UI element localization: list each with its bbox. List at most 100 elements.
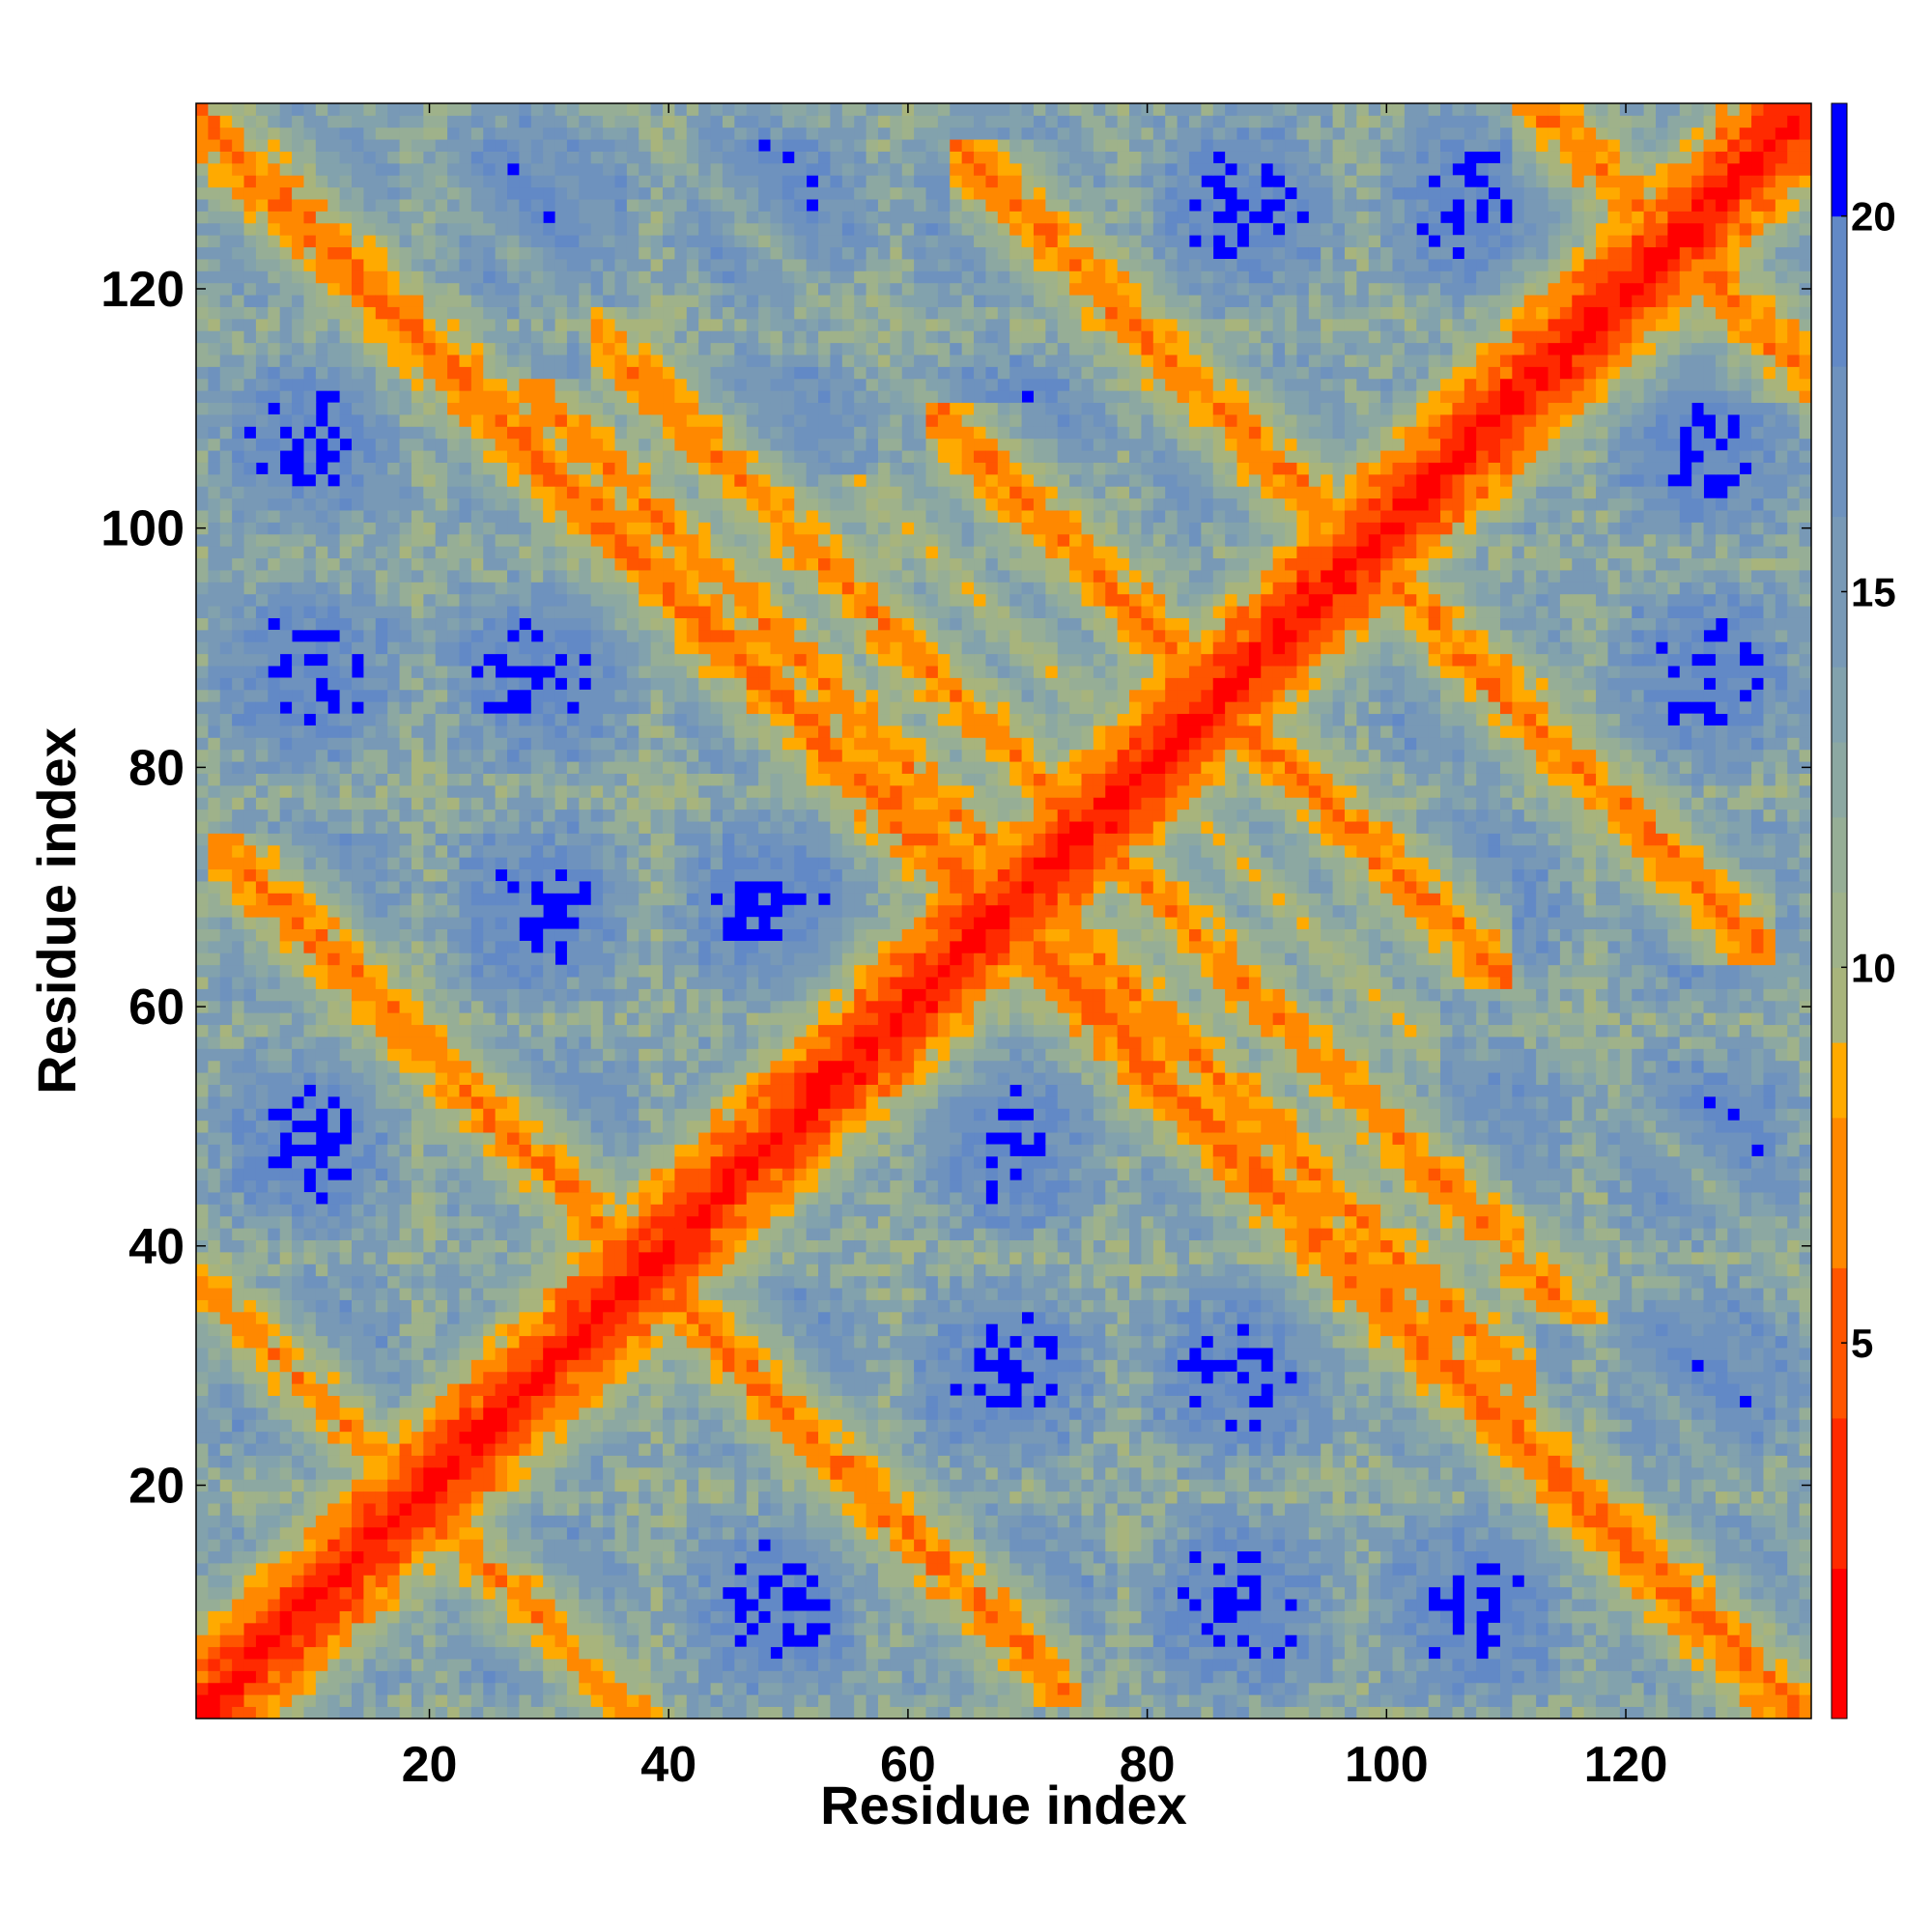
heatmap-cell: [243, 1562, 257, 1576]
heatmap-cell: [566, 186, 580, 200]
heatmap-cell: [554, 1634, 568, 1648]
heatmap-cell: [255, 784, 269, 798]
heatmap-cell: [459, 378, 472, 391]
heatmap-cell: [219, 342, 233, 355]
heatmap-cell: [255, 821, 269, 834]
heatmap-cell: [554, 1251, 568, 1264]
heatmap-cell: [495, 1443, 508, 1456]
heatmap-cell: [519, 1215, 532, 1229]
heatmap-cell: [387, 725, 400, 738]
heatmap-cell: [626, 606, 639, 618]
heatmap-cell: [519, 1155, 532, 1169]
heatmap-cell: [530, 438, 544, 451]
heatmap-cell: [579, 797, 592, 810]
heatmap-cell: [459, 593, 472, 607]
heatmap-cell: [603, 1084, 615, 1097]
heatmap-cell: [566, 737, 580, 751]
heatmap-cell: [590, 1335, 604, 1349]
heatmap-cell: [626, 1550, 639, 1564]
heatmap-cell: [626, 103, 639, 116]
heatmap-cell: [566, 1586, 580, 1600]
heatmap-cell: [423, 366, 437, 380]
heatmap-cell: [339, 510, 353, 523]
heatmap-cell: [303, 557, 317, 571]
heatmap-cell: [387, 1419, 400, 1433]
heatmap-cell: [519, 1144, 532, 1157]
heatmap-cell: [303, 438, 317, 451]
heatmap-cell: [507, 1335, 520, 1349]
heatmap-cell: [626, 1251, 639, 1264]
heatmap-cell: [530, 186, 544, 200]
heatmap-cell: [243, 582, 257, 595]
heatmap-cell: [363, 462, 377, 475]
heatmap-cell: [543, 282, 555, 296]
heatmap-cell: [579, 1288, 592, 1300]
heatmap-cell: [292, 1622, 304, 1635]
heatmap-cell: [423, 1575, 437, 1588]
heatmap-cell: [483, 641, 497, 655]
heatmap-cell: [303, 1562, 317, 1576]
heatmap-cell: [375, 784, 388, 798]
heatmap-cell: [315, 211, 328, 224]
heatmap-cell: [208, 1610, 221, 1624]
heatmap-cell: [232, 809, 244, 822]
heatmap-cell: [530, 1359, 544, 1373]
heatmap-cell: [255, 1562, 269, 1576]
heatmap-cell: [232, 378, 244, 391]
heatmap-cell: [352, 1168, 364, 1181]
heatmap-cell: [255, 1659, 269, 1671]
heatmap-cell: [303, 570, 317, 582]
heatmap-cell: [495, 582, 508, 595]
heatmap-cell: [614, 127, 628, 140]
heatmap-cell: [423, 881, 437, 894]
heatmap-cell: [243, 653, 257, 667]
heatmap-cell: [387, 103, 400, 116]
heatmap-cell: [507, 977, 520, 989]
heatmap-cell: [470, 1659, 484, 1671]
heatmap-cell: [411, 1706, 424, 1719]
heatmap-cell: [435, 1072, 448, 1085]
heatmap-cell: [208, 1515, 221, 1528]
heatmap-cell: [339, 1599, 353, 1611]
heatmap-cell: [387, 1562, 400, 1576]
heatmap-cell: [459, 821, 472, 834]
heatmap-cell: [411, 1179, 424, 1193]
heatmap-cell: [363, 606, 377, 618]
heatmap-cell: [208, 270, 221, 284]
heatmap-cell: [303, 701, 317, 715]
heatmap-cell: [339, 1359, 353, 1373]
heatmap-cell: [268, 259, 281, 271]
heatmap-cell: [590, 641, 604, 655]
heatmap-cell: [219, 1084, 233, 1097]
heatmap-cell: [399, 438, 412, 451]
heatmap-cell: [603, 1144, 615, 1157]
heatmap-cell: [566, 1443, 580, 1456]
heatmap-cell: [268, 162, 281, 176]
heatmap-cell: [590, 1144, 604, 1157]
heatmap-cell: [375, 952, 388, 966]
heatmap-cell: [196, 844, 209, 858]
heatmap-cell: [459, 438, 472, 451]
heatmap-cell: [279, 235, 293, 248]
heatmap-cell: [292, 928, 304, 942]
heatmap-cell: [279, 988, 293, 1002]
heatmap-cell: [495, 677, 508, 691]
heatmap-cell: [507, 1155, 520, 1169]
heatmap-cell: [363, 546, 377, 559]
heatmap-cell: [375, 1466, 388, 1480]
heatmap-cell: [459, 450, 472, 463]
heatmap-cell: [459, 1048, 472, 1062]
heatmap-cell: [519, 259, 532, 271]
heatmap-cell: [219, 1215, 233, 1229]
heatmap-cell: [639, 1526, 652, 1540]
heatmap-cell: [483, 1622, 497, 1635]
heatmap-cell: [208, 988, 221, 1002]
heatmap-cell: [603, 402, 615, 415]
heatmap-cell: [279, 557, 293, 571]
heatmap-cell: [423, 1288, 437, 1300]
heatmap-cell: [470, 103, 484, 116]
heatmap-cell: [255, 1622, 269, 1635]
heatmap-cell: [196, 893, 209, 906]
heatmap-cell: [327, 378, 341, 391]
heatmap-cell: [268, 1288, 281, 1300]
